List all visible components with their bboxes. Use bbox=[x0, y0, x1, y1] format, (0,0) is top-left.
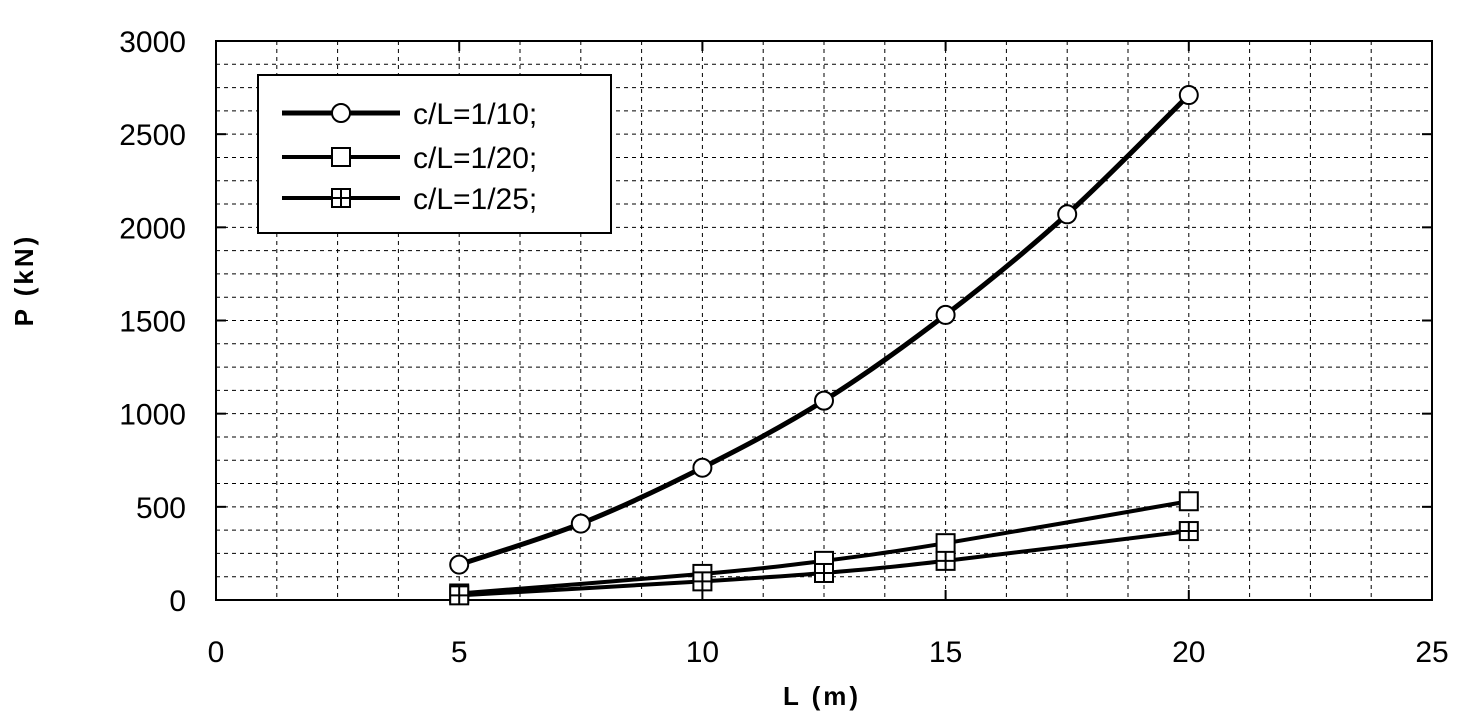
legend-2-square-marker bbox=[331, 147, 351, 167]
series-3-crossed-square-marker bbox=[935, 550, 956, 571]
y-tick-label: 1000 bbox=[119, 399, 186, 432]
series-2-square-marker bbox=[935, 533, 956, 554]
series-group bbox=[449, 85, 1199, 606]
series-1 bbox=[449, 85, 1199, 575]
y-axis-label: P (kN) bbox=[9, 234, 39, 327]
x-tick-label: 5 bbox=[451, 636, 468, 669]
y-tick-label: 1500 bbox=[119, 306, 186, 339]
y-tick-label: 2500 bbox=[119, 119, 186, 152]
x-tick-label: 0 bbox=[208, 636, 225, 669]
series-3-crossed-square-marker bbox=[814, 562, 834, 583]
x-tick-label: 10 bbox=[686, 636, 719, 669]
series-2-square-marker bbox=[1178, 491, 1199, 512]
legend-entry-1: c/L=1/10; bbox=[282, 98, 537, 131]
legend-entry-2: c/L=1/20; bbox=[282, 142, 537, 175]
x-tick-label: 15 bbox=[929, 636, 962, 669]
legend-label: c/L=1/10; bbox=[413, 98, 537, 131]
series-1-circle-marker bbox=[935, 304, 956, 325]
series-1-circle-marker bbox=[449, 554, 470, 575]
series-1-circle-marker bbox=[1178, 85, 1199, 106]
series-3-crossed-square-marker bbox=[449, 585, 470, 606]
series-3-crossed-square-marker bbox=[692, 571, 713, 592]
legend-1-circle-marker bbox=[331, 103, 351, 123]
y-tick-label: 2000 bbox=[119, 212, 186, 245]
series-1-circle-marker bbox=[1057, 204, 1078, 225]
series-3-crossed-square-marker bbox=[1178, 521, 1199, 542]
legend-label: c/L=1/20; bbox=[413, 142, 537, 175]
legend-entry-3: c/L=1/25; bbox=[282, 183, 537, 216]
y-tick-label: 500 bbox=[136, 492, 186, 525]
series-1-circle-marker bbox=[570, 513, 591, 534]
legend: c/L=1/10; c/L=1/20; c/L=1/25; bbox=[257, 74, 612, 234]
series-1-circle-marker bbox=[692, 457, 713, 478]
series-1-circle-marker bbox=[814, 390, 834, 411]
legend-box bbox=[257, 74, 612, 234]
axis-ticks: 0 5 10 15 20 25 0 500 1000 1500 2000 2500 3000 bbox=[119, 26, 1448, 669]
legend-3-crossed-square-marker bbox=[331, 188, 351, 208]
y-tick-label: 3000 bbox=[119, 26, 186, 59]
x-tick-label: 20 bbox=[1172, 636, 1205, 669]
x-axis-label: L (m) bbox=[783, 681, 861, 711]
legend-label: c/L=1/25; bbox=[413, 183, 537, 216]
y-tick-label: 0 bbox=[169, 585, 186, 618]
x-tick-label: 25 bbox=[1415, 636, 1448, 669]
series-3 bbox=[449, 521, 1199, 606]
